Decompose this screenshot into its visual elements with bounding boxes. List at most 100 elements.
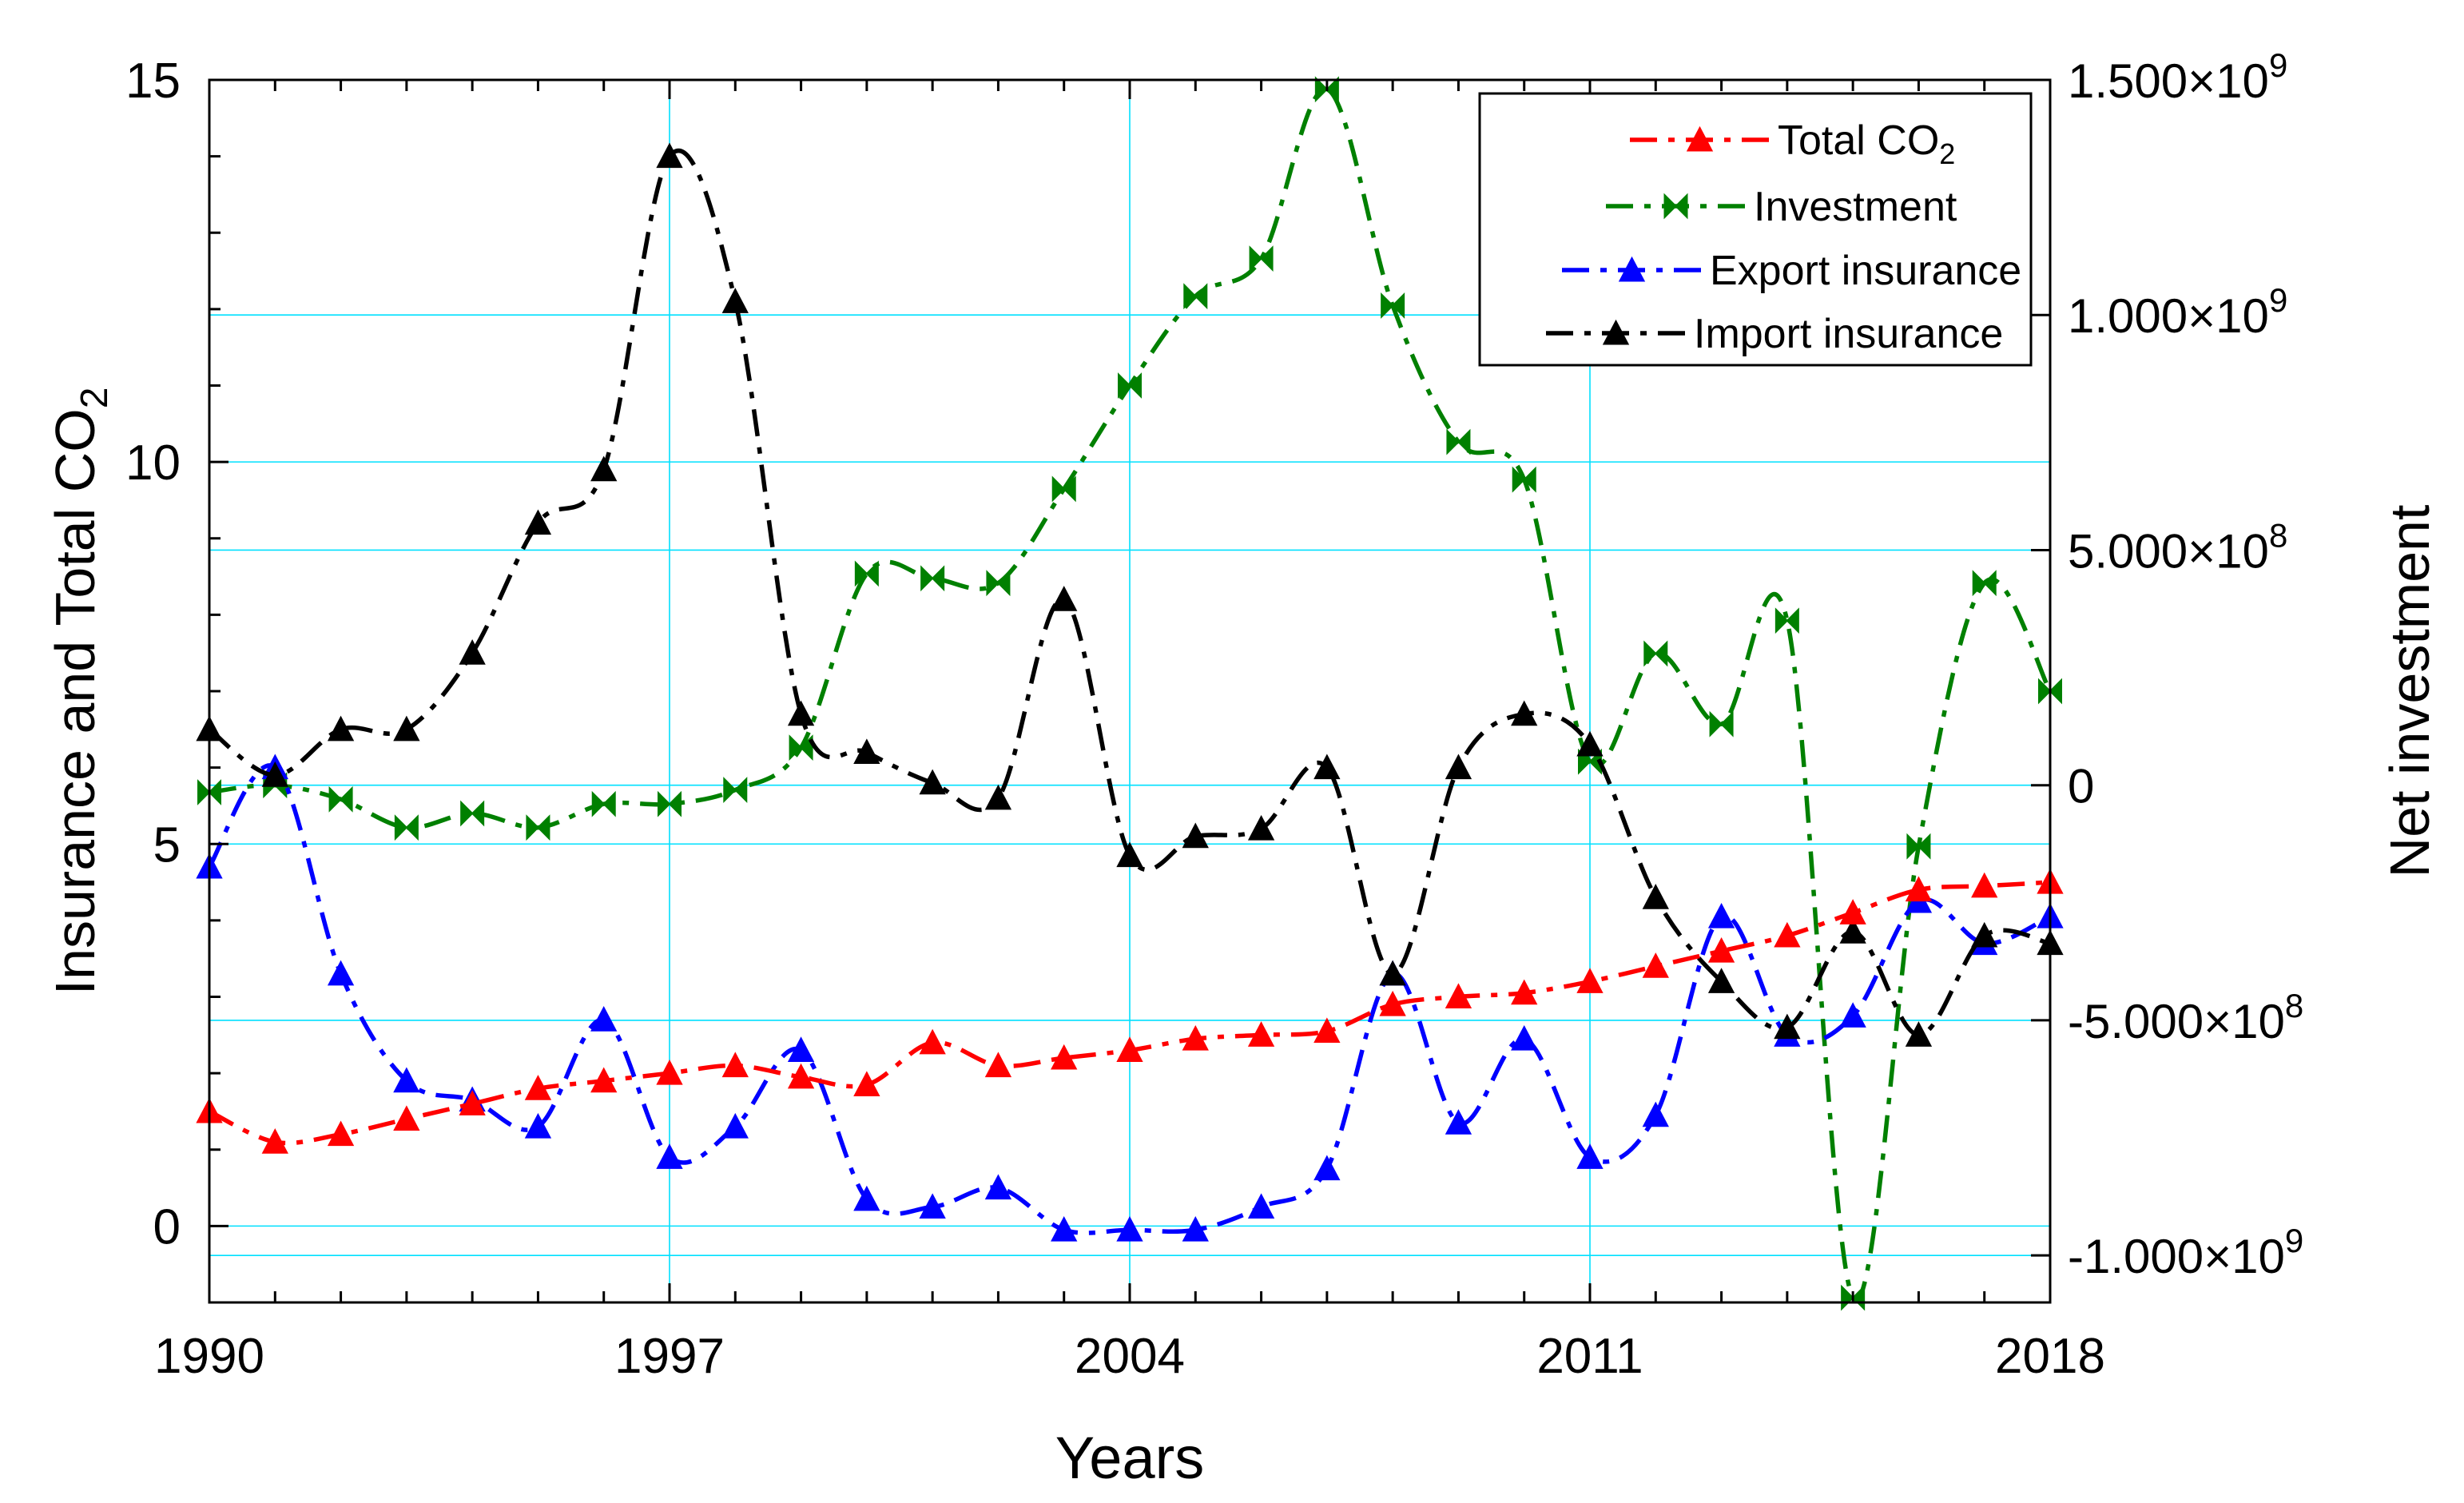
data-point-export-insurance xyxy=(1182,1216,1209,1242)
data-point-export-insurance xyxy=(853,1185,880,1211)
data-point-export-insurance xyxy=(1642,1101,1669,1127)
data-point-investment xyxy=(1709,710,1734,738)
data-point-investment xyxy=(460,800,485,827)
series-line-import-insurance xyxy=(208,148,2051,1038)
y-right-tick-label: -5.000×108 xyxy=(2068,987,2303,1048)
data-point-total-co xyxy=(787,1063,815,1089)
data-point-export-insurance xyxy=(1576,1143,1604,1169)
data-point-total-co xyxy=(1774,921,1801,948)
data-point-import-insurance xyxy=(1182,822,1209,849)
y-right-tick-label: 1.500×109 xyxy=(2068,46,2287,108)
data-point-investment xyxy=(1446,428,1471,455)
data-point-investment xyxy=(1972,570,1997,597)
data-point-export-insurance xyxy=(919,1193,946,1219)
y-right-tick-label: -1.000×109 xyxy=(2068,1222,2303,1283)
data-point-total-co xyxy=(1971,872,1998,898)
data-point-export-insurance xyxy=(787,1036,815,1062)
data-point-investment xyxy=(1249,245,1274,272)
data-point-export-insurance xyxy=(590,1006,618,1032)
data-point-investment xyxy=(328,785,353,813)
data-point-total-co xyxy=(1116,1036,1143,1062)
data-point-export-insurance xyxy=(656,1143,683,1169)
data-point-import-insurance xyxy=(524,509,552,535)
data-point-total-co xyxy=(524,1075,552,1100)
data-point-import-insurance xyxy=(1707,968,1735,993)
data-point-import-insurance xyxy=(919,769,946,795)
data-point-import-insurance xyxy=(984,784,1012,810)
data-point-total-co xyxy=(459,1090,486,1115)
data-point-total-co xyxy=(853,1071,880,1096)
data-point-total-co xyxy=(1576,968,1604,993)
data-point-export-insurance xyxy=(1313,1155,1341,1181)
data-point-export-insurance xyxy=(1839,1002,1866,1028)
data-point-total-co xyxy=(1839,899,1866,924)
data-point-import-insurance xyxy=(1313,753,1341,780)
data-point-export-insurance xyxy=(984,1174,1012,1200)
data-point-export-insurance xyxy=(1707,902,1735,928)
data-point-total-co xyxy=(919,1028,946,1055)
data-point-total-co xyxy=(1379,990,1406,1016)
data-point-investment xyxy=(1774,607,1799,634)
legend-marker-total-co xyxy=(1686,125,1714,152)
data-point-investment xyxy=(394,814,419,841)
data-point-total-co xyxy=(261,1128,288,1154)
legend-marker-import-insurance xyxy=(1602,319,1630,345)
data-point-total-co xyxy=(721,1052,749,1078)
data-point-investment xyxy=(854,560,879,587)
data-point-investment xyxy=(1906,833,1931,860)
data-point-investment xyxy=(197,779,221,805)
data-point-import-insurance xyxy=(787,700,815,726)
data-point-export-insurance xyxy=(393,1067,420,1093)
data-point-total-co xyxy=(1707,936,1735,963)
data-point-import-insurance xyxy=(1379,960,1406,986)
data-point-export-insurance xyxy=(524,1112,552,1139)
data-point-export-insurance xyxy=(1511,1024,1538,1051)
data-point-import-insurance xyxy=(1839,918,1866,944)
data-point-total-co xyxy=(1051,1044,1078,1070)
data-point-import-insurance xyxy=(721,288,749,313)
y-right-tick-label: 5.000×108 xyxy=(2068,516,2287,578)
axis-labels: Years Insurance and Total CO2 Net investme… xyxy=(44,388,2441,1491)
data-point-total-co xyxy=(327,1120,355,1147)
legend-marker-export-insurance xyxy=(1618,256,1646,282)
x-tick-label: 2018 xyxy=(1995,1329,2105,1384)
data-point-total-co xyxy=(984,1052,1012,1078)
data-point-export-insurance xyxy=(1051,1216,1078,1242)
x-tick-label: 1990 xyxy=(154,1329,264,1384)
legend: Total CO2 Investment Export insurance Impor… xyxy=(1478,92,2033,367)
data-point-export-insurance xyxy=(1247,1193,1275,1219)
data-point-export-insurance xyxy=(327,960,355,986)
y-right-axis-label: Net investment xyxy=(2379,505,2441,878)
data-point-import-insurance xyxy=(393,715,420,742)
data-point-total-co xyxy=(1511,979,1538,1005)
y-left-axis-label: Insurance and Total CO2 xyxy=(44,388,116,996)
data-point-import-insurance xyxy=(1774,1013,1801,1040)
data-point-export-insurance xyxy=(1445,1109,1472,1135)
data-point-investment xyxy=(591,790,616,817)
x-tick-label: 2004 xyxy=(1075,1329,1185,1384)
data-point-import-insurance xyxy=(1511,700,1538,726)
x-tick-label: 1997 xyxy=(614,1329,725,1384)
series-line-export-insurance xyxy=(207,763,2052,1235)
data-point-import-insurance xyxy=(459,639,486,665)
series-line-investment xyxy=(209,87,2053,1303)
data-point-investment xyxy=(526,814,550,841)
data-point-investment xyxy=(658,790,682,817)
data-point-investment xyxy=(1643,640,1668,667)
data-point-import-insurance xyxy=(656,142,683,169)
x-tick-label: 2011 xyxy=(1536,1329,1643,1384)
data-point-investment xyxy=(1381,292,1405,319)
data-point-import-insurance xyxy=(1576,730,1604,757)
data-point-total-co xyxy=(1445,983,1472,1008)
data-point-export-insurance xyxy=(1116,1216,1143,1242)
legend-label-export-insurance: Export insurance xyxy=(1710,248,2021,294)
data-point-import-insurance xyxy=(327,715,355,742)
data-point-total-co xyxy=(590,1067,618,1093)
data-point-import-insurance xyxy=(853,738,880,764)
data-point-investment xyxy=(920,565,945,592)
data-point-investment xyxy=(723,777,748,803)
data-point-import-insurance xyxy=(1247,814,1275,841)
data-point-import-insurance xyxy=(1116,841,1143,868)
ticks: 1990 1997 2004 2011 2018 15 10 5 0 1.500×109 1.000… xyxy=(125,46,2303,1384)
